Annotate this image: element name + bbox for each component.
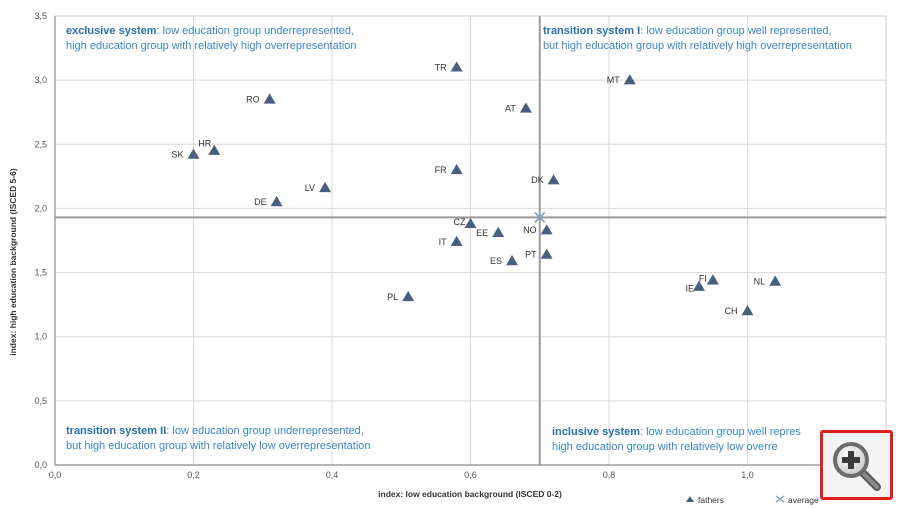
annotation-transition2-line2: but high education group with relatively… xyxy=(66,440,371,452)
point-label-cz: CZ xyxy=(454,217,466,227)
point-marker-nl xyxy=(769,275,782,286)
x-axis-title: index: low education background (ISCED 0… xyxy=(378,489,562,499)
point-label-mt: MT xyxy=(607,75,620,85)
point-marker-tr xyxy=(450,61,463,72)
y-tick-label: 0,5 xyxy=(34,396,47,406)
legend-marker-fathers xyxy=(686,496,694,502)
annotation-transition1-line1: : low education group well represented, xyxy=(640,25,832,37)
point-label-tr: TR xyxy=(435,62,447,72)
point-label-fr: FR xyxy=(435,165,447,175)
annotation-exclusive-title: exclusive system xyxy=(66,25,157,37)
point-label-dk: DK xyxy=(531,175,544,185)
point-label-de: DE xyxy=(254,197,267,207)
annotation-inclusive-title: inclusive system xyxy=(552,426,641,438)
point-marker-fi xyxy=(706,274,719,285)
legend-label-average: average xyxy=(788,495,819,505)
legend-marker-average xyxy=(775,495,785,503)
point-label-lv: LV xyxy=(305,183,315,193)
point-marker-hr xyxy=(208,144,221,155)
annotation-inclusive-line2: high education group with relatively low… xyxy=(552,441,778,453)
point-label-ro: RO xyxy=(246,94,260,104)
annotation-transition2-title: transition system II xyxy=(66,425,167,437)
point-label-pt: PT xyxy=(525,250,537,260)
y-tick-label: 0,0 xyxy=(34,460,47,470)
point-marker-dk xyxy=(547,174,560,185)
point-marker-sk xyxy=(187,148,200,159)
annotation-exclusive-line2: high education group with relatively hig… xyxy=(66,40,357,52)
point-marker-ie xyxy=(693,280,706,291)
y-tick-label: 3,0 xyxy=(34,75,47,85)
annotation-transition2-line1: : low education group underrepresented, xyxy=(166,425,364,437)
point-marker-es xyxy=(506,255,519,266)
legend-label-fathers: fathers xyxy=(698,495,724,505)
annotation-inclusive-system: inclusive system: low education group we… xyxy=(552,425,801,455)
y-tick-label: 3,5 xyxy=(34,11,47,21)
point-label-hr: HR xyxy=(198,139,211,149)
point-marker-fr xyxy=(450,163,463,175)
point-marker-no xyxy=(540,224,553,235)
zoom-button[interactable] xyxy=(820,430,893,500)
y-tick-label: 2,5 xyxy=(34,139,47,149)
point-label-ee: EE xyxy=(476,228,488,238)
point-marker-it xyxy=(450,235,463,246)
point-label-sk: SK xyxy=(171,150,183,160)
y-tick-label: 1,5 xyxy=(34,268,47,278)
annotation-inclusive-line1: : low education group well repres xyxy=(640,426,801,438)
point-marker-at xyxy=(519,102,532,113)
x-tick-label: 0,4 xyxy=(326,470,339,480)
tick-labels: 0,0 0,2 0,4 0,6 0,8 1,0 0,0 0,5 1,0 1,5 2,0 2,5 3,0 3… xyxy=(34,11,753,480)
x-tick-label: 0,2 xyxy=(187,470,200,480)
point-label-no: NO xyxy=(523,225,537,235)
average-marker-stroke xyxy=(534,211,546,224)
point-marker-lv xyxy=(319,181,332,193)
x-tick-label: 1,0 xyxy=(741,470,754,480)
point-marker-pt xyxy=(540,248,553,259)
point-label-at: AT xyxy=(505,103,516,113)
point-marker-de xyxy=(270,196,283,207)
x-tick-label: 0,8 xyxy=(603,470,616,480)
point-label-it: IT xyxy=(439,237,448,247)
point-label-es: ES xyxy=(490,256,502,266)
point-label-ch: CH xyxy=(725,306,738,316)
annotation-transition1-line2: but high education group with relatively… xyxy=(543,40,852,52)
x-tick-label: 0,6 xyxy=(464,470,477,480)
point-marker-ee xyxy=(492,226,505,238)
annotation-transition-system-2: transition system II: low education grou… xyxy=(66,424,371,454)
point-label-nl: NL xyxy=(754,277,766,287)
point-marker-cz xyxy=(464,217,477,229)
point-marker-ro xyxy=(263,93,276,104)
average-marker xyxy=(534,211,546,224)
y-tick-label: 1,0 xyxy=(34,332,47,342)
point-label-ie: IE xyxy=(686,284,695,294)
legend: fathers average xyxy=(686,495,819,505)
y-tick-label: 2,0 xyxy=(34,203,47,213)
annotation-transition-system-1: transition system I: low education group… xyxy=(543,24,852,54)
data-points: TR MT RO AT HR SK FR DK LV DE CZ EE NO IT PT ES FI IE NL PL… xyxy=(171,61,782,316)
annotation-transition1-title: transition system I xyxy=(543,25,641,37)
y-axis-title: index: high education background (ISCED … xyxy=(8,168,18,356)
magnifier-plus-icon xyxy=(833,442,881,491)
point-marker-mt xyxy=(623,74,636,85)
point-label-fi: FI xyxy=(699,273,707,283)
point-marker-pl xyxy=(402,290,415,302)
annotation-exclusive-line1: : low education group underrepresented, xyxy=(156,25,355,37)
axes xyxy=(54,15,887,466)
grid-lines xyxy=(55,15,886,465)
point-marker-ch xyxy=(741,305,754,316)
x-tick-label: 0,0 xyxy=(49,470,62,480)
annotation-exclusive-system: exclusive system: low education group un… xyxy=(66,24,356,54)
reference-lines xyxy=(55,16,886,465)
point-label-pl: PL xyxy=(387,292,398,302)
